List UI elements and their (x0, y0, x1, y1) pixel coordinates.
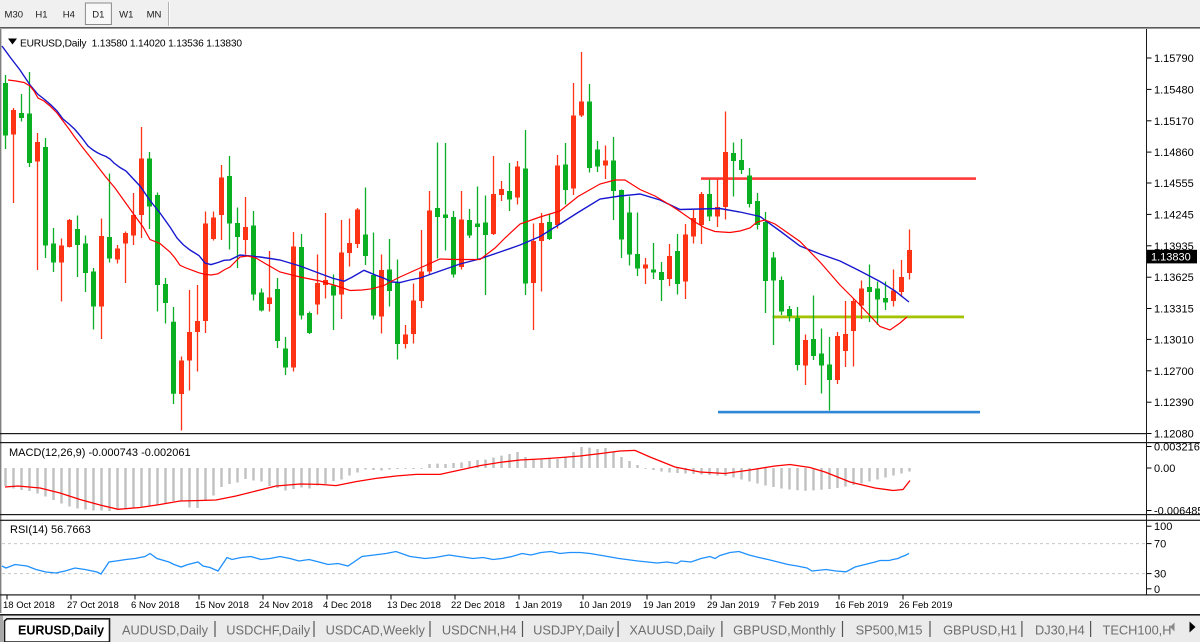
svg-text:19 Jan 2019: 19 Jan 2019 (643, 600, 695, 611)
svg-text:1.13315: 1.13315 (1154, 304, 1194, 316)
svg-text:1.12390: 1.12390 (1154, 397, 1194, 409)
svg-text:1.12700: 1.12700 (1154, 366, 1194, 378)
svg-text:D1: D1 (92, 10, 104, 21)
svg-text:0.00: 0.00 (1154, 463, 1175, 475)
svg-text:7 Feb 2019: 7 Feb 2019 (771, 600, 819, 611)
svg-text:USDJPY,Daily: USDJPY,Daily (533, 623, 614, 638)
svg-text:H4: H4 (63, 10, 75, 21)
svg-text:-0.006485: -0.006485 (1154, 506, 1200, 518)
svg-text:13 Dec 2018: 13 Dec 2018 (387, 600, 441, 611)
svg-text:EURUSD,Daily 1.13580 1.14020: EURUSD,Daily 1.13580 1.14020 1.13536 1.1… (20, 39, 242, 50)
svg-text:10 Jan 2019: 10 Jan 2019 (579, 600, 631, 611)
svg-text:1.15170: 1.15170 (1154, 116, 1194, 128)
svg-text:USDCHF,Daily: USDCHF,Daily (226, 623, 310, 638)
svg-text:RSI(14) 56.7663: RSI(14) 56.7663 (10, 524, 91, 536)
svg-text:USDCAD,Weekly: USDCAD,Weekly (326, 623, 426, 638)
svg-text:24 Nov 2018: 24 Nov 2018 (259, 600, 313, 611)
svg-text:TECH100,H: TECH100,H (1103, 623, 1172, 638)
svg-text:1.12080: 1.12080 (1154, 429, 1194, 441)
svg-text:GBPUSD,Monthly: GBPUSD,Monthly (733, 623, 836, 638)
svg-text:4 Dec 2018: 4 Dec 2018 (323, 600, 372, 611)
svg-text:26 Feb 2019: 26 Feb 2019 (899, 600, 952, 611)
svg-text:MACD(12,26,9) -0.000743 -0.002: MACD(12,26,9) -0.000743 -0.002061 (9, 447, 191, 459)
svg-text:100: 100 (1154, 521, 1172, 533)
svg-text:30: 30 (1154, 569, 1166, 581)
svg-text:18 Oct 2018: 18 Oct 2018 (3, 600, 55, 611)
svg-text:1.14555: 1.14555 (1154, 178, 1194, 190)
svg-text:AUDUSD,Daily: AUDUSD,Daily (122, 623, 209, 638)
svg-text:M30: M30 (5, 10, 23, 21)
svg-text:1.13010: 1.13010 (1154, 334, 1194, 346)
svg-text:1.15480: 1.15480 (1154, 84, 1194, 96)
svg-text:1.13830: 1.13830 (1151, 252, 1191, 264)
svg-text:6 Nov 2018: 6 Nov 2018 (131, 600, 180, 611)
svg-text:27 Oct 2018: 27 Oct 2018 (67, 600, 119, 611)
svg-text:MN: MN (147, 10, 162, 21)
svg-text:70: 70 (1154, 539, 1166, 551)
svg-text:H1: H1 (35, 10, 47, 21)
svg-text:SP500,M15: SP500,M15 (856, 623, 923, 638)
svg-text:0.003216: 0.003216 (1154, 442, 1200, 454)
svg-text:0: 0 (1154, 584, 1160, 596)
svg-text:1.14860: 1.14860 (1154, 147, 1194, 159)
svg-text:1.15790: 1.15790 (1154, 53, 1194, 65)
svg-text:15 Nov 2018: 15 Nov 2018 (195, 600, 249, 611)
svg-text:22 Dec 2018: 22 Dec 2018 (451, 600, 505, 611)
svg-text:W1: W1 (119, 10, 133, 21)
svg-text:29 Jan 2019: 29 Jan 2019 (707, 600, 759, 611)
svg-text:EURUSD,Daily: EURUSD,Daily (18, 624, 104, 638)
svg-text:1.13625: 1.13625 (1154, 272, 1194, 284)
svg-text:DJ30,H4: DJ30,H4 (1035, 623, 1085, 638)
svg-text:1 Jan 2019: 1 Jan 2019 (515, 600, 562, 611)
svg-text:USDCNH,H4: USDCNH,H4 (442, 623, 517, 638)
svg-text:XAUUSD,Daily: XAUUSD,Daily (629, 623, 715, 638)
svg-text:GBPUSD,H1: GBPUSD,H1 (943, 623, 1017, 638)
svg-text:16 Feb 2019: 16 Feb 2019 (835, 600, 888, 611)
svg-text:1.14245: 1.14245 (1154, 209, 1194, 221)
